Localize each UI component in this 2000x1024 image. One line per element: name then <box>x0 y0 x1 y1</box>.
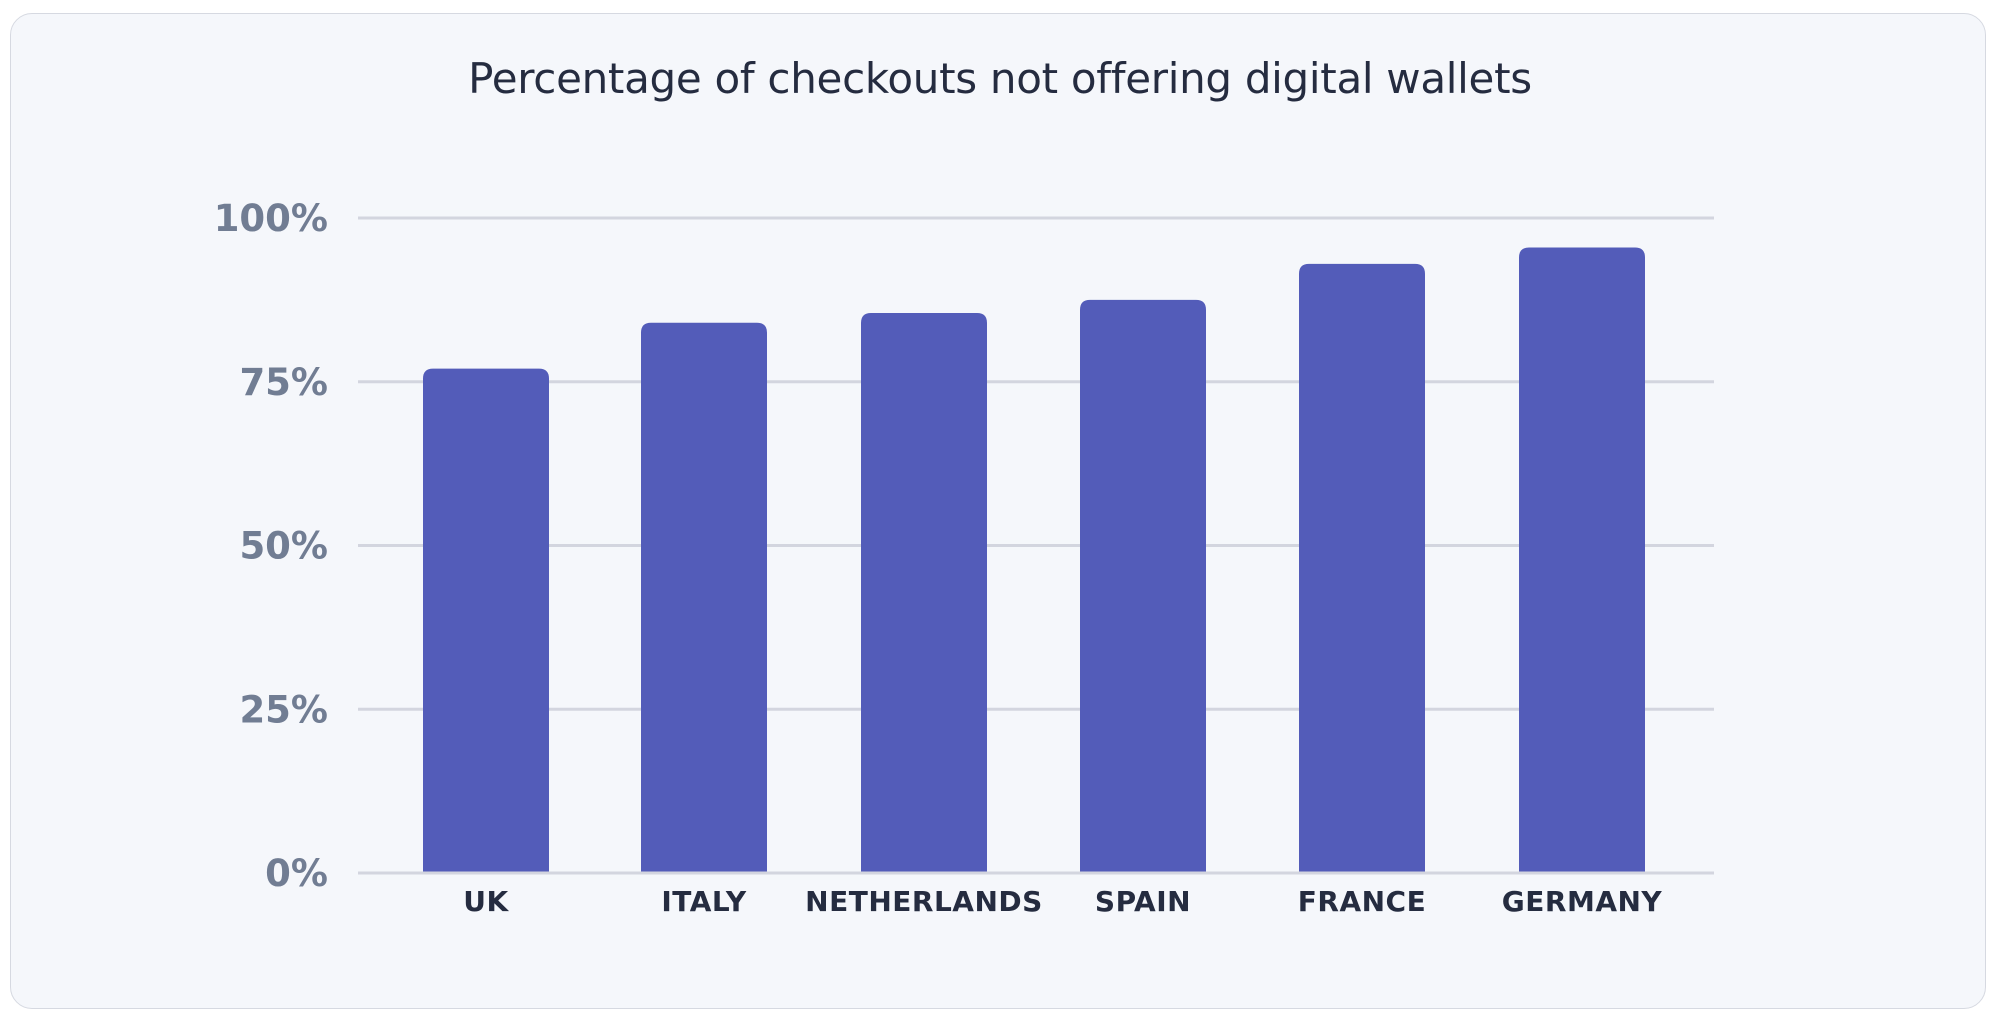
x-tick-label: UK <box>463 885 509 918</box>
bar-germany <box>1519 247 1645 873</box>
y-axis-tick-labels: 0% 25% 50% 75% 100% <box>214 197 328 895</box>
x-tick-label: FRANCE <box>1298 885 1426 918</box>
bar-italy <box>641 323 767 873</box>
y-tick-label: 75% <box>239 361 328 404</box>
x-tick-label: SPAIN <box>1095 885 1191 918</box>
x-tick-label: GERMANY <box>1502 885 1663 918</box>
bar-uk <box>423 369 549 873</box>
gridlines <box>358 218 1714 873</box>
x-tick-label: ITALY <box>661 885 746 918</box>
y-tick-label: 100% <box>214 197 328 240</box>
bars <box>358 247 1714 873</box>
x-tick-label: NETHERLANDS <box>805 885 1043 918</box>
x-axis-tick-labels: UK ITALY NETHERLANDS SPAIN FRANCE GERMANY <box>463 885 1662 918</box>
y-tick-label: 50% <box>239 525 328 568</box>
y-tick-label: 0% <box>265 852 328 895</box>
y-tick-label: 25% <box>239 688 328 731</box>
bar-spain <box>1080 300 1206 873</box>
bar-netherlands <box>861 313 987 873</box>
bar-france <box>1299 264 1425 873</box>
